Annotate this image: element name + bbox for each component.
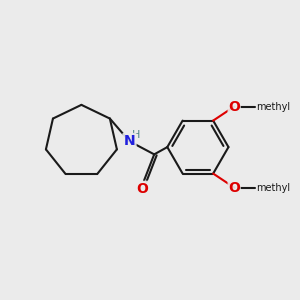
Text: H: H: [132, 130, 140, 140]
Text: methyl: methyl: [256, 102, 290, 112]
Text: methyl: methyl: [256, 182, 290, 193]
Text: O: O: [136, 182, 148, 196]
Text: N: N: [124, 134, 135, 148]
Text: O: O: [228, 181, 240, 194]
Text: O: O: [228, 100, 240, 114]
Text: N: N: [124, 134, 135, 148]
